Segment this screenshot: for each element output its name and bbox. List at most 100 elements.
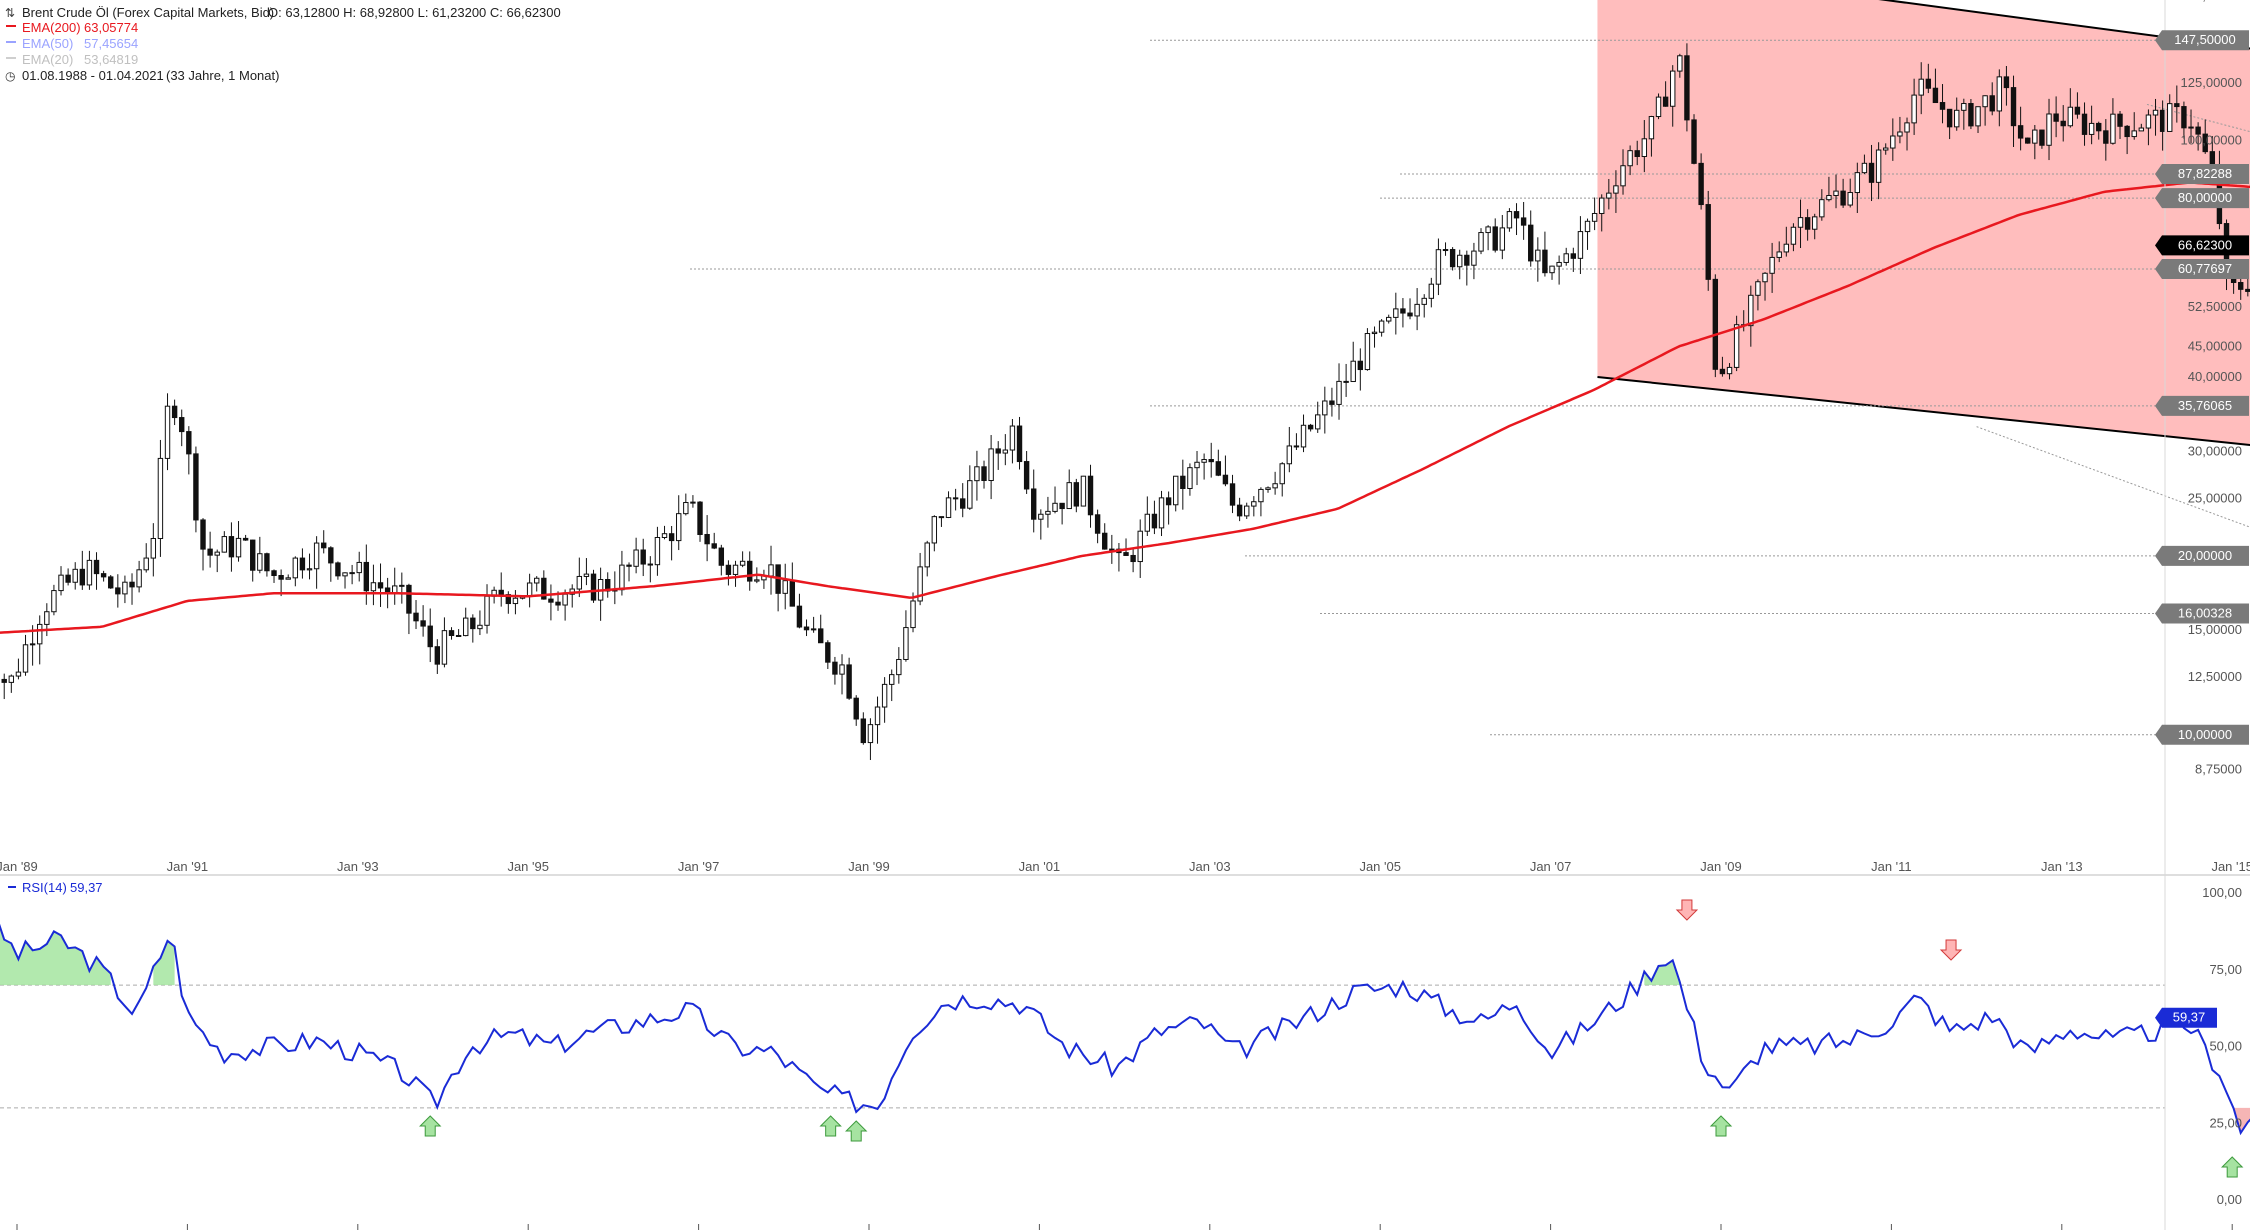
candle[interactable] xyxy=(2181,101,2187,139)
candle[interactable] xyxy=(2174,85,2180,123)
candle[interactable] xyxy=(1386,314,1392,324)
candle[interactable] xyxy=(839,654,845,695)
candle[interactable] xyxy=(1009,419,1016,464)
candle[interactable] xyxy=(1449,247,1456,271)
candle[interactable] xyxy=(1201,453,1207,480)
candle[interactable] xyxy=(1883,143,1889,155)
candle[interactable] xyxy=(1932,68,1939,104)
candle[interactable] xyxy=(321,530,327,554)
rsi-legend[interactable]: RSI(14) 59,37 xyxy=(8,880,103,895)
candle[interactable] xyxy=(732,560,739,587)
candle[interactable] xyxy=(2032,125,2038,160)
candle[interactable] xyxy=(1265,486,1271,493)
candle[interactable] xyxy=(704,515,710,562)
candle[interactable] xyxy=(1094,509,1101,544)
candle[interactable] xyxy=(739,551,746,568)
candle[interactable] xyxy=(100,570,107,582)
candle[interactable] xyxy=(1236,497,1243,522)
candle[interactable] xyxy=(1535,237,1541,282)
candle[interactable] xyxy=(221,531,228,553)
candle[interactable] xyxy=(1307,423,1314,432)
candle[interactable] xyxy=(171,399,178,426)
candle[interactable] xyxy=(1875,142,1882,200)
candle[interactable] xyxy=(1939,84,1946,124)
candle[interactable] xyxy=(1833,174,1839,209)
candle[interactable] xyxy=(1002,434,1009,466)
candle[interactable] xyxy=(1719,356,1726,377)
candle[interactable] xyxy=(1627,145,1633,176)
candle[interactable] xyxy=(370,564,377,606)
candle[interactable] xyxy=(1634,140,1640,166)
price-tag[interactable]: 147,50000 xyxy=(2155,30,2249,51)
candle[interactable] xyxy=(1442,242,1449,256)
candle[interactable] xyxy=(441,617,448,668)
candle[interactable] xyxy=(1769,242,1775,293)
candle[interactable] xyxy=(58,566,64,596)
candle[interactable] xyxy=(2074,92,2081,119)
candle[interactable] xyxy=(1286,426,1293,473)
legend-ema20[interactable]: EMA(20) 53,64819 xyxy=(6,52,138,67)
price-tag[interactable]: 66,62300 xyxy=(2155,235,2249,256)
rsi-value-tag[interactable]: 59,37 xyxy=(2155,1007,2217,1028)
candle[interactable] xyxy=(1506,208,1513,232)
candle[interactable] xyxy=(1606,178,1612,210)
candle[interactable] xyxy=(228,522,235,572)
price-tag[interactable]: 80,00000 xyxy=(2155,188,2249,209)
candle[interactable] xyxy=(377,563,384,607)
candle[interactable] xyxy=(8,674,15,693)
candle[interactable] xyxy=(470,614,476,643)
candle[interactable] xyxy=(1315,401,1321,433)
candle[interactable] xyxy=(1080,475,1087,507)
candle[interactable] xyxy=(65,568,71,586)
candle[interactable] xyxy=(1840,178,1846,208)
candle[interactable] xyxy=(2060,105,2066,142)
candle[interactable] xyxy=(328,546,334,582)
candle[interactable] xyxy=(143,543,149,573)
candle[interactable] xyxy=(1854,162,1861,214)
candle[interactable] xyxy=(661,525,668,540)
candle[interactable] xyxy=(1052,486,1058,514)
candle[interactable] xyxy=(115,574,121,608)
candle[interactable] xyxy=(1329,387,1335,417)
candle[interactable] xyxy=(1364,328,1371,371)
candle[interactable] xyxy=(1670,65,1676,127)
candle[interactable] xyxy=(796,593,803,629)
candle[interactable] xyxy=(2081,102,2088,146)
candle[interactable] xyxy=(2202,119,2208,154)
candle[interactable] xyxy=(448,627,455,640)
candle[interactable] xyxy=(1151,500,1158,535)
candle[interactable] xyxy=(1613,170,1619,213)
candle[interactable] xyxy=(867,718,874,761)
candle[interactable] xyxy=(1123,538,1129,556)
candle[interactable] xyxy=(1478,228,1484,255)
candle[interactable] xyxy=(2110,98,2116,145)
buy-signal-arrow-icon[interactable] xyxy=(1709,1115,1733,1137)
candle[interactable] xyxy=(1144,496,1151,536)
candle[interactable] xyxy=(1208,442,1214,478)
candle[interactable] xyxy=(1790,223,1797,252)
candle[interactable] xyxy=(2145,109,2152,146)
price-pane[interactable] xyxy=(0,0,2250,876)
candle[interactable] xyxy=(782,563,788,610)
candle[interactable] xyxy=(1918,62,1924,115)
candle[interactable] xyxy=(420,605,426,637)
candle[interactable] xyxy=(1847,178,1853,208)
candle[interactable] xyxy=(1982,95,1988,126)
candle[interactable] xyxy=(1755,279,1761,311)
candlestick-series[interactable] xyxy=(0,43,2250,761)
candle[interactable] xyxy=(633,537,639,574)
candle[interactable] xyxy=(1322,386,1328,434)
candle[interactable] xyxy=(1066,469,1072,510)
candle[interactable] xyxy=(967,465,973,510)
candle[interactable] xyxy=(711,532,717,550)
candle[interactable] xyxy=(122,575,128,604)
candle[interactable] xyxy=(1350,341,1356,383)
candle[interactable] xyxy=(242,534,249,541)
candle[interactable] xyxy=(512,590,519,615)
candle[interactable] xyxy=(1868,144,1875,202)
candle[interactable] xyxy=(931,515,938,552)
candle[interactable] xyxy=(2103,119,2109,161)
price-axis[interactable]: 147,50000 87,82288 80,00000 66,62300 60,7769… xyxy=(2155,0,2249,1230)
candle[interactable] xyxy=(22,634,29,676)
candle[interactable] xyxy=(136,560,142,593)
